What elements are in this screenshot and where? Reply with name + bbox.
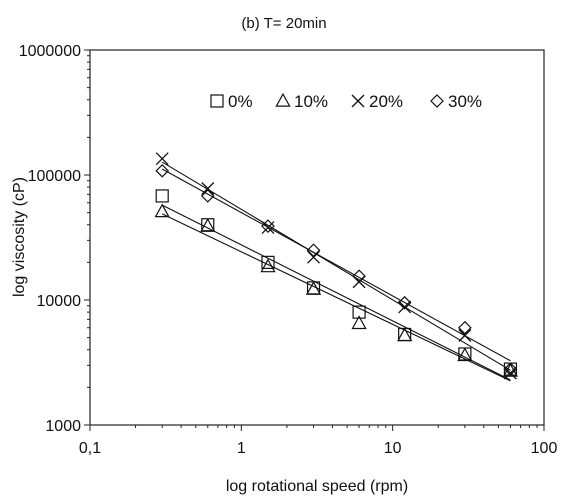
marker-x [398, 300, 412, 314]
marker-x [201, 182, 215, 195]
marker-triangle [457, 347, 473, 362]
marker-diamond [352, 269, 366, 284]
legend-label: 0% [228, 92, 253, 111]
data-markers [154, 152, 519, 380]
legend: 0% 10% 20% 30% [210, 92, 482, 111]
trend-line [161, 168, 511, 362]
legend-label: 30% [448, 92, 482, 111]
x-tick-label: 10 [384, 440, 402, 457]
y-tick-label: 1000000 [19, 43, 81, 60]
legend-label: 10% [294, 92, 328, 111]
y-axis-label: log viscosity (cP) [11, 177, 28, 297]
legend-item: 30% [430, 92, 482, 111]
marker-triangle [397, 327, 413, 342]
marker-diamond [430, 94, 444, 108]
marker-diamond [261, 219, 275, 233]
marker-triangle [305, 281, 322, 295]
x-tick-label: 1 [237, 440, 246, 457]
marker-triangle [154, 203, 170, 218]
x-axis-label: log rotational speed (rpm) [226, 478, 408, 495]
y-axis-ticks: 1000 10000 100000 1000000 [19, 43, 90, 435]
marker-x [351, 94, 365, 108]
marker-square [155, 189, 169, 203]
marker-diamond [155, 163, 170, 178]
trend-lines [161, 161, 511, 382]
marker-x [155, 152, 169, 166]
marker-square [261, 255, 275, 269]
marker-x [458, 329, 472, 342]
marker-square [201, 218, 215, 232]
marker-triangle [351, 315, 367, 330]
y-tick-label: 10000 [37, 293, 82, 310]
marker-x [307, 250, 320, 264]
trend-line [161, 161, 511, 371]
legend-item: 20% [351, 92, 403, 111]
legend-label: 20% [369, 92, 403, 111]
marker-square [210, 94, 224, 108]
trend-line [161, 213, 511, 382]
marker-triangle [275, 92, 291, 107]
x-tick-label: 0,1 [79, 440, 101, 457]
x-axis-ticks: 0,1 1 10 100 [79, 425, 558, 457]
marker-triangle [260, 258, 276, 273]
y-tick-label: 100000 [28, 168, 81, 185]
marker-diamond [397, 295, 412, 310]
plot-frame [89, 49, 545, 426]
marker-triangle [200, 217, 216, 232]
marker-square [352, 305, 366, 319]
marker-diamond [306, 243, 321, 258]
trend-line [161, 204, 511, 381]
legend-item: 0% [210, 92, 253, 111]
marker-diamond [458, 320, 472, 335]
chart-title: (b) T= 20min [241, 15, 326, 32]
legend-item: 10% [275, 92, 328, 111]
x-tick-label: 100 [531, 440, 558, 457]
marker-x [503, 366, 517, 380]
marker-diamond [200, 189, 215, 203]
marker-diamond [503, 362, 518, 376]
y-tick-label: 1000 [45, 418, 81, 435]
